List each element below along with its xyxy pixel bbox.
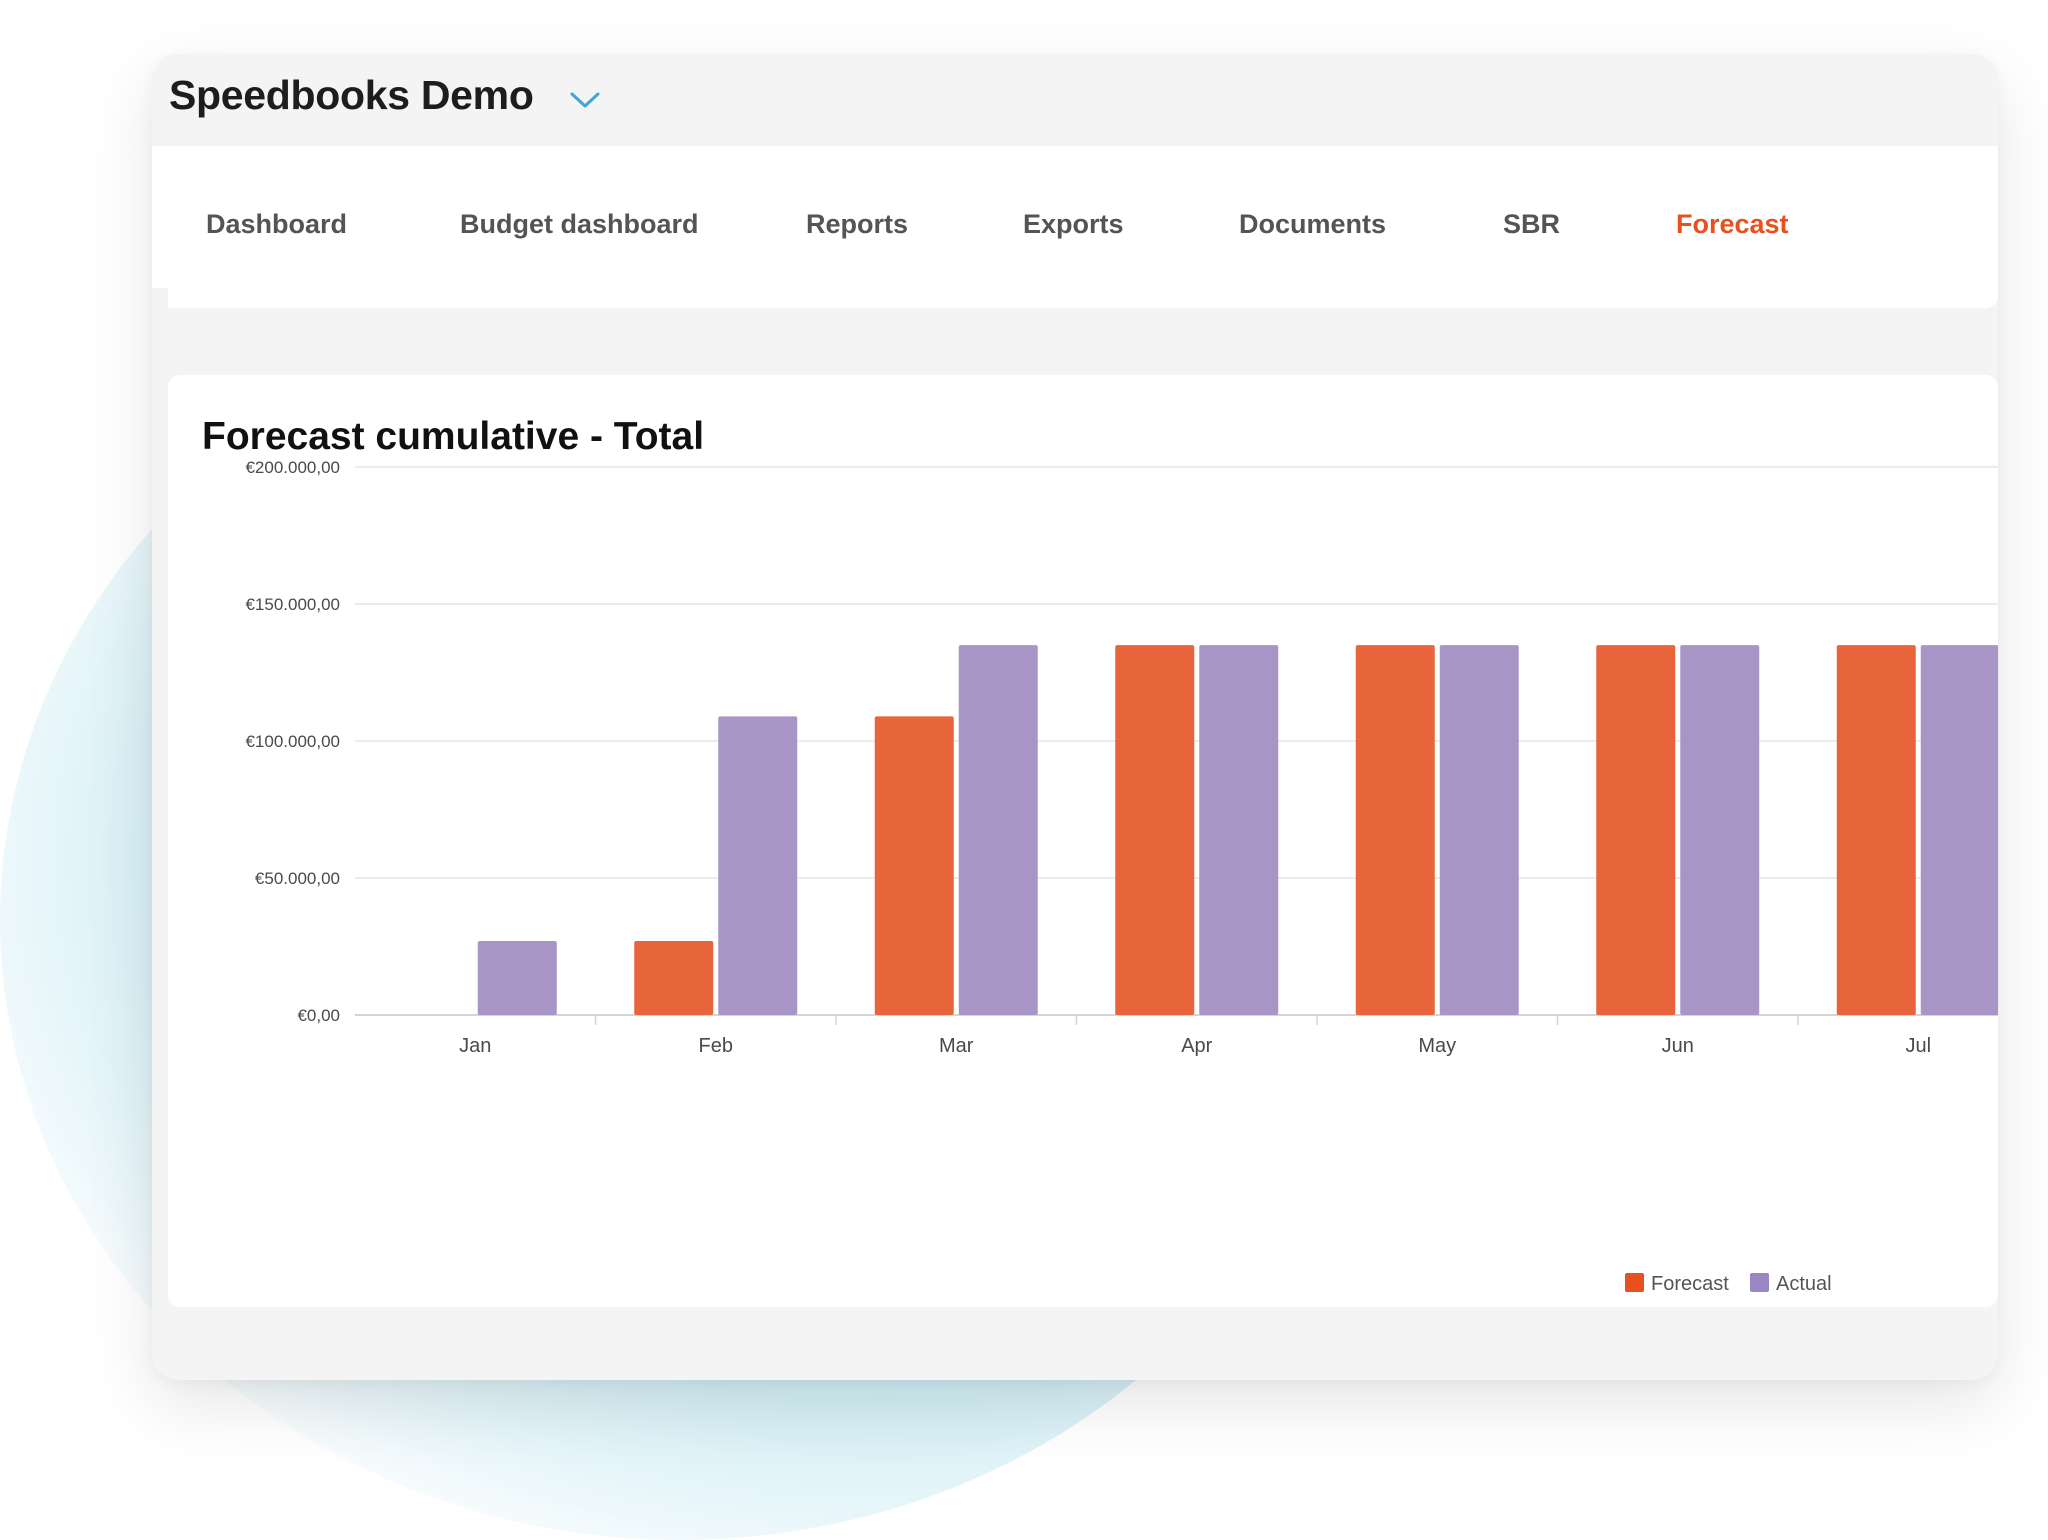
x-axis-tick-label: Jan xyxy=(459,1035,491,1057)
forecast-chart-card: Forecast cumulative - Total €0,00 €50.000… xyxy=(168,375,1998,1307)
legend-label-forecast: Forecast xyxy=(1651,1273,1729,1295)
app-window: Speedbooks Demo Dashboard Budget dashboa… xyxy=(152,54,1998,1380)
bar-actual xyxy=(477,941,557,1015)
tab-dashboard[interactable]: Dashboard xyxy=(206,209,348,239)
title-bar: Speedbooks Demo xyxy=(152,54,1998,146)
bar-forecast xyxy=(1596,645,1676,1015)
bar-forecast xyxy=(634,941,714,1015)
y-axis-tick-label: €0,00 xyxy=(297,1006,340,1025)
tab-exports[interactable]: Exports xyxy=(1023,209,1124,239)
organization-title: Speedbooks Demo xyxy=(169,72,534,118)
bar-actual xyxy=(718,716,798,1015)
x-axis-tick-label: May xyxy=(1418,1035,1456,1057)
tab-sbr[interactable]: SBR xyxy=(1503,209,1561,239)
y-axis-tick-label: €100.000,00 xyxy=(245,732,340,751)
y-axis-tick-label: €150.000,00 xyxy=(245,595,340,614)
chart-title: Forecast cumulative - Total xyxy=(202,415,705,458)
chevron-down-icon[interactable] xyxy=(566,86,604,112)
bar-forecast xyxy=(1355,645,1435,1015)
nav-card-edge xyxy=(152,288,168,308)
tab-forecast[interactable]: Forecast xyxy=(1676,209,1789,239)
x-axis-tick-label: Jun xyxy=(1662,1035,1694,1057)
x-axis-tick-label: Jul xyxy=(1905,1035,1931,1057)
bar-forecast xyxy=(1836,645,1916,1015)
chart-legend: Forecast Actual xyxy=(1625,1271,1905,1297)
bar-actual xyxy=(958,645,1038,1015)
forecast-bar-chart: €0,00 €50.000,00 €100.000,00 €150.000,00 €20… xyxy=(245,458,1998,1057)
x-axis-tick-label: Apr xyxy=(1181,1035,1212,1057)
bar-forecast xyxy=(1115,645,1195,1015)
x-axis-tick-label: Feb xyxy=(699,1035,733,1057)
bar-actual xyxy=(1439,645,1519,1015)
bar-actual xyxy=(1680,645,1760,1015)
tab-budget-dashboard[interactable]: Budget dashboard xyxy=(460,209,699,239)
bar-actual xyxy=(1920,645,1998,1015)
x-axis-tick-label: Mar xyxy=(939,1035,974,1057)
legend-label-actual: Actual xyxy=(1776,1273,1832,1295)
legend-swatch-forecast xyxy=(1625,1273,1644,1292)
tab-documents[interactable]: Documents xyxy=(1239,209,1387,239)
bar-forecast xyxy=(874,716,954,1015)
tab-reports[interactable]: Reports xyxy=(806,209,909,239)
bar-actual xyxy=(1199,645,1279,1015)
y-axis-tick-label: €200.000,00 xyxy=(245,458,340,477)
legend-swatch-actual xyxy=(1750,1273,1769,1292)
y-axis-tick-label: €50.000,00 xyxy=(255,869,340,888)
main-navigation: Dashboard Budget dashboard Reports Expor… xyxy=(152,146,1998,308)
